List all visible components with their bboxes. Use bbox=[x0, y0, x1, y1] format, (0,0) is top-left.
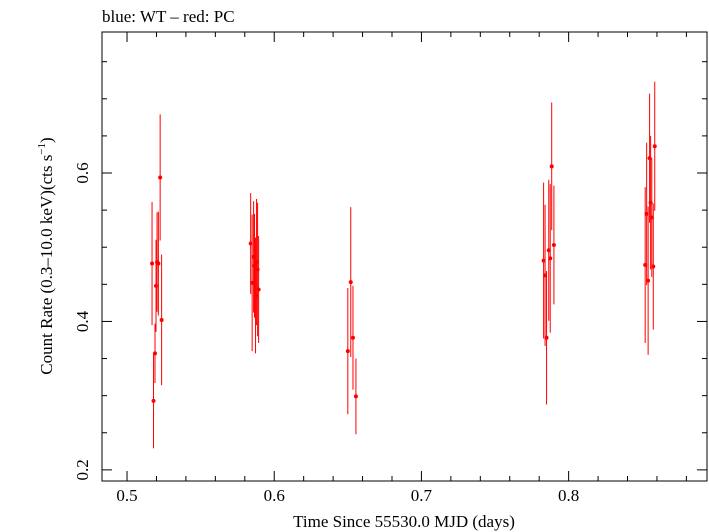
data-point bbox=[150, 201, 155, 326]
data-marker bbox=[158, 175, 163, 180]
y-axis-label-main: Count Rate (0.3–10.0 keV)(cts s bbox=[37, 155, 56, 375]
data-marker bbox=[256, 287, 261, 292]
data-point bbox=[256, 236, 261, 343]
y-tick-label: 0.4 bbox=[73, 310, 92, 332]
data-marker bbox=[646, 278, 651, 283]
data-point bbox=[151, 353, 156, 449]
axis-ticks bbox=[102, 32, 707, 481]
data-point bbox=[158, 114, 163, 241]
data-marker bbox=[350, 335, 355, 340]
data-marker bbox=[159, 317, 164, 322]
data-point bbox=[345, 288, 350, 415]
data-point bbox=[551, 185, 556, 305]
y-tick-label: 0.6 bbox=[73, 162, 92, 183]
data-points bbox=[150, 81, 657, 449]
data-point bbox=[646, 206, 651, 355]
data-point bbox=[651, 203, 656, 330]
x-tick-label: 0.8 bbox=[558, 486, 579, 505]
data-marker bbox=[151, 398, 156, 403]
data-point bbox=[544, 270, 549, 405]
data-point bbox=[652, 81, 657, 211]
data-marker bbox=[544, 335, 549, 340]
data-marker bbox=[353, 394, 358, 399]
data-marker bbox=[150, 261, 155, 266]
x-tick-label: 0.7 bbox=[411, 486, 433, 505]
data-point bbox=[549, 102, 554, 231]
tick-labels: 0.5 0.6 0.7 0.8 0.2 0.4 0.6 bbox=[73, 162, 579, 505]
data-point bbox=[159, 254, 164, 386]
data-point bbox=[152, 323, 157, 384]
y-tick-label: 0.2 bbox=[73, 459, 92, 480]
x-axis-label: Time Since 55530.0 MJD (days) bbox=[293, 512, 515, 531]
x-tick-label: 0.5 bbox=[116, 486, 137, 505]
data-marker bbox=[152, 351, 157, 356]
data-marker bbox=[345, 349, 350, 354]
data-point bbox=[548, 184, 553, 333]
y-axis-label: Count Rate (0.3–10.0 keV)(cts s−1) bbox=[36, 137, 56, 374]
data-marker bbox=[549, 164, 554, 169]
data-marker bbox=[548, 256, 553, 261]
data-marker bbox=[348, 280, 353, 285]
data-point bbox=[156, 211, 161, 316]
data-marker bbox=[551, 242, 556, 247]
data-marker bbox=[651, 264, 656, 269]
y-axis-label-superscript: −1 bbox=[36, 143, 48, 155]
x-tick-label: 0.6 bbox=[264, 486, 285, 505]
data-marker bbox=[652, 144, 657, 149]
data-point bbox=[353, 358, 358, 435]
chart-title: blue: WT – red: PC bbox=[102, 7, 235, 26]
plot-frame bbox=[101, 31, 708, 482]
data-point bbox=[350, 285, 355, 390]
data-point bbox=[348, 207, 353, 358]
data-marker bbox=[156, 261, 161, 266]
y-axis-label-close: ) bbox=[37, 137, 56, 143]
data-marker bbox=[251, 254, 256, 259]
